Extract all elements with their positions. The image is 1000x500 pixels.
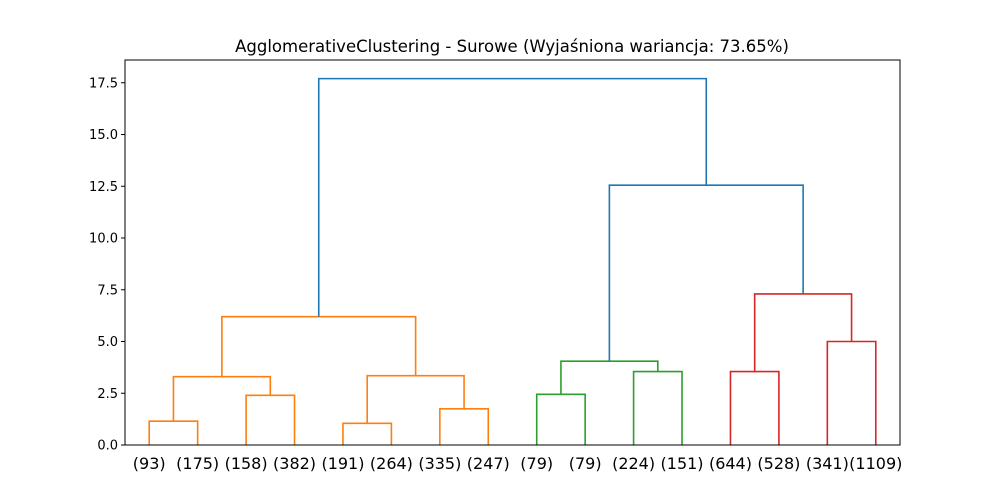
y-tick-label: 12.5 — [89, 180, 118, 195]
y-tick-label: 0.0 — [97, 439, 118, 454]
dendrogram-link — [317, 77, 708, 317]
leaf-label: (79) — [520, 454, 553, 473]
leaf-labels: (93) (175) (158) (382) (191) (264) (335) (247) (… — [133, 454, 903, 473]
plot-frame — [124, 59, 901, 446]
leaf-label: (224) — [612, 454, 655, 473]
leaf-label: (79) — [569, 454, 602, 473]
leaf-label: (247) — [467, 454, 510, 473]
y-tick-label: 2.5 — [97, 387, 118, 402]
leaf-label: (335) — [418, 454, 461, 473]
y-tick-label: 5.0 — [97, 335, 118, 350]
leaf-label: (382) — [273, 454, 316, 473]
leaf-label: (341) — [806, 454, 849, 473]
y-tick-label: 17.5 — [89, 76, 118, 91]
y-tick-label: 7.5 — [97, 283, 118, 298]
leaf-label: (175) — [176, 454, 219, 473]
leaf-label: (644) — [709, 454, 752, 473]
leaf-label: (264) — [370, 454, 413, 473]
leaf-label: (1109) — [849, 454, 902, 473]
y-tick-label: 15.0 — [89, 128, 118, 143]
leaf-label: (158) — [225, 454, 268, 473]
chart-title: AgglomerativeClustering - Surowe (Wyjaśn… — [235, 37, 789, 56]
leaf-label: (151) — [661, 454, 704, 473]
dendrogram-links — [148, 77, 877, 445]
leaf-label: (191) — [321, 454, 364, 473]
leaf-label: (528) — [757, 454, 800, 473]
y-tick-label: 10.0 — [89, 232, 118, 247]
leaf-label: (93) — [133, 454, 166, 473]
y-axis: 0.0 2.5 5.0 7.5 10.0 12.5 15.0 17.5 — [89, 76, 125, 454]
